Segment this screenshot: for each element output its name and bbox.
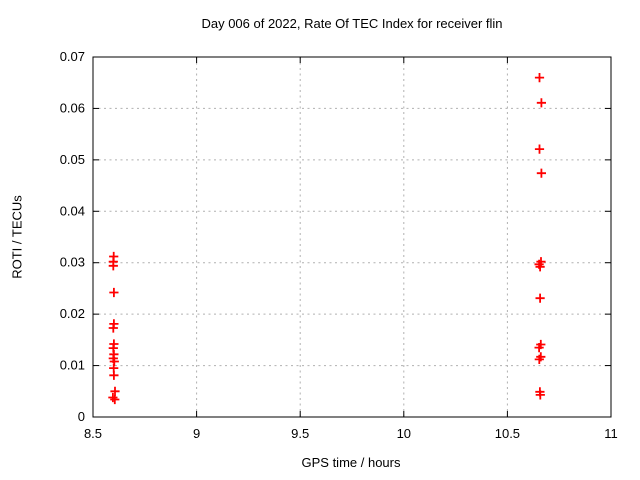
data-point-marker bbox=[108, 392, 118, 403]
y-tick-label: 0.06 bbox=[60, 100, 85, 115]
data-point-marker bbox=[534, 73, 545, 83]
y-tick-label: 0.05 bbox=[60, 152, 85, 167]
data-point-marker bbox=[109, 370, 119, 380]
x-tick-label: 9 bbox=[193, 426, 200, 441]
data-point-marker bbox=[108, 323, 118, 333]
x-tick-label: 10 bbox=[397, 426, 411, 441]
x-tick-label: 8.5 bbox=[84, 426, 102, 441]
data-point-marker bbox=[535, 262, 545, 272]
data-point-marker bbox=[535, 390, 545, 400]
x-axis-label: GPS time / hours bbox=[301, 455, 401, 470]
plot-border bbox=[92, 56, 612, 418]
y-tick-label: 0.01 bbox=[60, 358, 85, 373]
data-point-marker bbox=[536, 98, 546, 108]
data-point-marker bbox=[534, 343, 544, 353]
x-tick-label: 9.5 bbox=[291, 426, 309, 441]
data-point-marker bbox=[110, 386, 120, 396]
data-point-marker bbox=[109, 287, 119, 298]
x-tick-label: 11 bbox=[604, 426, 618, 441]
data-point-marker bbox=[108, 261, 118, 271]
y-tick-label: 0.03 bbox=[60, 255, 85, 270]
y-tick-label: 0.02 bbox=[60, 306, 85, 321]
y-tick-label: 0.04 bbox=[60, 203, 85, 218]
y-tick-label: 0.07 bbox=[60, 49, 85, 64]
data-point-marker bbox=[534, 354, 544, 364]
y-tick-label: 0 bbox=[78, 409, 85, 424]
data-point-marker bbox=[534, 144, 545, 154]
x-tick-label: 10.5 bbox=[495, 426, 520, 441]
data-point-marker bbox=[535, 293, 545, 303]
y-axis-label: ROTI / TECUs bbox=[9, 195, 25, 279]
data-point-marker bbox=[536, 168, 546, 178]
data-point-marker bbox=[110, 394, 120, 405]
chart-title: Day 006 of 2022, Rate Of TEC Index for r… bbox=[201, 16, 503, 31]
